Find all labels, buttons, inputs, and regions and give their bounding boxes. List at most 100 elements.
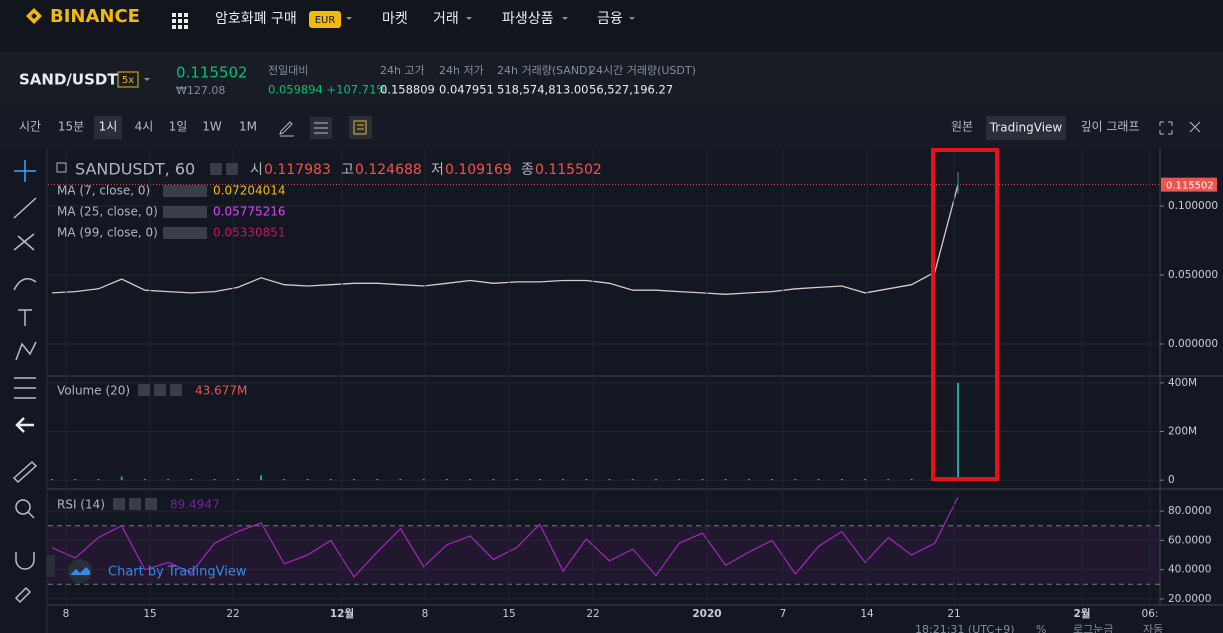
- ma-name: MA (99, close, 0): [57, 226, 158, 240]
- badge-bg: [309, 11, 341, 28]
- volume-bar: [794, 478, 797, 481]
- volume-title: Volume (20): [57, 384, 130, 398]
- symbol: SANDUSDT, 60: [75, 160, 195, 179]
- active-interval-bg: [94, 116, 122, 139]
- volume-bar: [817, 478, 820, 481]
- collapse-icon[interactable]: [56, 162, 67, 173]
- active-view-bg: [986, 116, 1066, 140]
- volume-bar: [747, 478, 750, 481]
- settings-icon[interactable]: [310, 117, 332, 139]
- tv-logo: [68, 559, 92, 583]
- volume-bar: [399, 478, 402, 481]
- volume-bar: [864, 478, 867, 481]
- volume-bar: [678, 478, 681, 481]
- draw-icon[interactable]: [279, 121, 294, 137]
- interval[interactable]: 4시: [135, 120, 154, 134]
- volume-bar: [97, 478, 100, 481]
- legend-buttons[interactable]: [113, 163, 238, 510]
- volume-bar: [655, 478, 657, 481]
- ohlc-value: 0.115502: [535, 162, 602, 178]
- stat-label: 전일대비: [268, 63, 308, 77]
- volume-bar: [143, 478, 146, 481]
- y-tick-label: 0: [1168, 474, 1175, 486]
- ma-value: 0.07204014: [213, 184, 286, 198]
- interval[interactable]: 1W: [202, 120, 222, 134]
- price-krw: ₩127.08: [176, 84, 225, 97]
- logo[interactable]: BINANCE: [50, 6, 140, 27]
- ohlc-legend: 시 0.117983 고 0.124688 저 0.109169 종 0.115502: [250, 162, 602, 178]
- nav-item[interactable]: 금융: [597, 11, 623, 27]
- legend-button[interactable]: [163, 206, 207, 218]
- footer-item[interactable]: 자동: [1143, 623, 1163, 633]
- price-line: [51, 184, 959, 295]
- legend-button[interactable]: [163, 227, 207, 239]
- last-price-tag: [1161, 177, 1217, 192]
- volume-bar: [329, 478, 332, 481]
- volume-bar: [120, 476, 123, 481]
- x-tick-label: 2020: [692, 608, 721, 620]
- stat-label: 24h 고가: [380, 64, 425, 77]
- ohlc-label: 저: [431, 162, 444, 178]
- top-nav: [0, 0, 1223, 52]
- volume-bar: [74, 478, 77, 481]
- volume-bar: [562, 478, 565, 481]
- footer-item[interactable]: 로그눈금: [1073, 623, 1113, 633]
- volume-bar: [190, 478, 193, 481]
- legend-button[interactable]: [163, 185, 207, 197]
- indicator-icon[interactable]: [349, 116, 372, 139]
- volume-bar: [910, 478, 913, 481]
- stat-value: 0.158809: [380, 83, 435, 97]
- chart-area: 0.000000 0.050000 0.100000 0.115502 0 200M 400…: [48, 150, 1218, 605]
- last-price: 0.115502: [176, 64, 248, 82]
- volume-bar: [376, 478, 379, 481]
- drawing-tools[interactable]: [12, 160, 38, 604]
- interval[interactable]: 1M: [239, 120, 257, 134]
- nav-item[interactable]: 파생상품: [502, 11, 554, 27]
- interval[interactable]: 15분: [58, 120, 84, 134]
- footer-item[interactable]: %: [1036, 623, 1046, 633]
- y-tick-label: 0.000000: [1168, 338, 1218, 350]
- tv-logo-mark: [70, 567, 90, 575]
- volume-bar: [260, 475, 263, 481]
- volume-bar: [353, 478, 355, 481]
- dropdown-carets: [346, 17, 635, 20]
- ma-value: 0.05330851: [213, 226, 286, 240]
- x-tick-label: 7: [780, 608, 787, 620]
- interval[interactable]: 1일: [169, 120, 188, 134]
- volume-bar: [515, 478, 518, 481]
- pair[interactable]: SAND/USDT: [19, 71, 118, 89]
- nav-item[interactable]: 거래: [433, 11, 459, 27]
- ohlc-value: 0.124688: [355, 162, 422, 178]
- volume-bar: [771, 478, 774, 481]
- x-tick-label: 21: [947, 608, 960, 620]
- volume-bar: [701, 478, 704, 481]
- nav-item[interactable]: 마켓: [382, 11, 408, 27]
- nav-item[interactable]: 암호화폐 구매: [215, 11, 297, 27]
- volume-bar: [608, 478, 611, 481]
- view-tab[interactable]: 깊이 그래프: [1080, 120, 1139, 134]
- x-tick-label: 14: [860, 608, 874, 620]
- volume-bar: [631, 478, 634, 481]
- badge: EUR: [315, 15, 336, 26]
- ohlc-value: 0.109169: [445, 162, 512, 178]
- y-tick-label: 0.050000: [1168, 269, 1218, 281]
- stats: 전일대비 0.059894 +107.71% 24h 고가 0.158809 24h 저…: [268, 63, 696, 97]
- interval[interactable]: 1시: [99, 120, 118, 134]
- stat-label: 24h 저가: [439, 64, 484, 77]
- x-tick-label: 22: [226, 608, 239, 620]
- leverage: 5x: [122, 75, 134, 86]
- apps-icon[interactable]: [172, 13, 188, 29]
- ma-value: 0.05775216: [213, 205, 286, 219]
- view-tab[interactable]: 원본: [951, 120, 973, 134]
- clock: 18:21:31 (UTC+9): [915, 623, 1015, 633]
- logo-icon: [26, 8, 42, 24]
- collapse-tab[interactable]: [46, 555, 55, 577]
- window-icons[interactable]: [1159, 121, 1201, 135]
- x-tick-label: 06:: [1142, 608, 1159, 620]
- view-tab[interactable]: TradingView: [989, 121, 1063, 135]
- volume-bar: [445, 478, 448, 481]
- time-axis: 8 15 22 12월 8 15 22 2020 7 14 21 2월 06:: [63, 607, 1159, 620]
- x-tick-label: 15: [502, 608, 515, 620]
- ma-name: MA (7, close, 0): [57, 184, 150, 198]
